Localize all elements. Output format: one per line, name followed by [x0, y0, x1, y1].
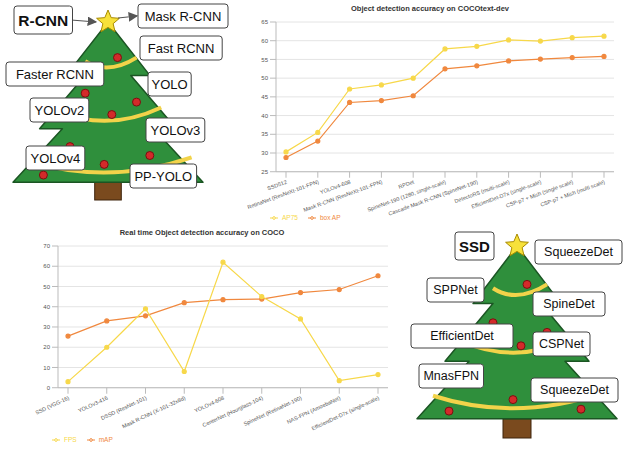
svg-text:CenterNet (Hourglass-104): CenterNet (Hourglass-104) — [201, 395, 264, 428]
svg-text:65: 65 — [261, 19, 268, 25]
svg-text:EfficientDet-D7x (single-scale: EfficientDet-D7x (single-scale) — [311, 395, 381, 432]
svg-text:10: 10 — [43, 365, 50, 371]
svg-text:SpineDet: SpineDet — [543, 297, 595, 311]
svg-text:DetectoRS (multi-scale): DetectoRS (multi-scale) — [453, 178, 511, 205]
svg-text:Faster RCNN: Faster RCNN — [16, 67, 94, 82]
svg-text:PP-YOLO: PP-YOLO — [134, 169, 192, 184]
svg-text:CSP-p7 + Mish (single scale): CSP-p7 + Mish (single scale) — [505, 178, 574, 209]
svg-text:60: 60 — [261, 38, 268, 44]
svg-text:RetinaNet (ResNeXt-101-FPN): RetinaNet (ResNeXt-101-FPN) — [246, 178, 320, 211]
svg-text:0: 0 — [47, 385, 51, 391]
svg-text:YOLOv4: YOLOv4 — [30, 151, 80, 166]
svg-text:SpineNet (RetinaNet-190): SpineNet (RetinaNet-190) — [242, 394, 303, 427]
html-text:Real time Object detection acc: Real time Object detection accuracy on C… — [119, 228, 285, 237]
svg-text:SpineNet-190 (1280, single-sca: SpineNet-190 (1280, single-scale) — [366, 178, 447, 213]
svg-text:YOLOv4-608: YOLOv4-608 — [193, 395, 225, 414]
svg-text:Mask R-CNN: Mask R-CNN — [145, 9, 222, 24]
svg-text:30: 30 — [43, 324, 50, 330]
svg-text:MnasFPN: MnasFPN — [423, 369, 479, 383]
svg-text:RPDet: RPDet — [398, 179, 416, 190]
svg-text:Mask R-CNN (ResNeXt-101-FPN): Mask R-CNN (ResNeXt-101-FPN) — [302, 178, 384, 213]
svg-text:Mask R-CNN (X-101-32x8d): Mask R-CNN (X-101-32x8d) — [121, 395, 186, 430]
svg-text:70: 70 — [43, 243, 50, 249]
svg-text:CSP-p7 + Mish (multi scale): CSP-p7 + Mish (multi scale) — [539, 179, 605, 208]
svg-text:SSD512: SSD512 — [266, 179, 287, 192]
svg-text:55: 55 — [261, 57, 268, 63]
svg-text:EfficientDet: EfficientDet — [430, 329, 494, 343]
html-text:box AP: box AP — [319, 213, 341, 221]
svg-text:NAS-FPN (AmoebaNet): NAS-FPN (AmoebaNet) — [285, 394, 342, 425]
svg-text:SSD (VGG-16): SSD (VGG-16) — [34, 395, 70, 416]
svg-text:SPPNet: SPPNet — [433, 283, 478, 297]
html-text:Object detection accuracy on C: Object detection accuracy on COCOtext-de… — [351, 4, 509, 13]
html-text:mAP: mAP — [98, 435, 113, 443]
svg-text:YOLOv3-416: YOLOv3-416 — [77, 395, 109, 414]
svg-text:35: 35 — [261, 131, 268, 137]
svg-text:30: 30 — [261, 150, 268, 156]
svg-text:40: 40 — [43, 304, 50, 310]
svg-text:DSSD (ResNet-101): DSSD (ResNet-101) — [99, 394, 148, 422]
svg-text:YOLOv4-608: YOLOv4-608 — [319, 178, 352, 196]
svg-text:20: 20 — [43, 344, 50, 350]
svg-text:Cascade Mask R-CNN (SpineNet-1: Cascade Mask R-CNN (SpineNet-190) — [387, 178, 479, 217]
svg-text:45: 45 — [261, 94, 268, 100]
svg-text:EfficientDet-D7x (single-scale: EfficientDet-D7x (single-scale) — [470, 178, 543, 210]
svg-text:Fast RCNN: Fast RCNN — [148, 41, 214, 56]
svg-text:60: 60 — [43, 263, 50, 269]
svg-text:25: 25 — [261, 169, 268, 175]
svg-text:50: 50 — [261, 75, 268, 81]
svg-text:SqueezeDet: SqueezeDet — [544, 245, 613, 259]
html-text:AP75: AP75 — [282, 213, 298, 221]
svg-text:CSPNet: CSPNet — [539, 337, 585, 351]
html-text:FPS: FPS — [64, 435, 77, 443]
svg-text:40: 40 — [261, 113, 268, 119]
svg-text:SqueezeDet: SqueezeDet — [540, 383, 609, 397]
svg-text:SSD: SSD — [459, 238, 490, 255]
svg-text:YOLOv2: YOLOv2 — [34, 103, 84, 118]
svg-text:YOLOv3: YOLOv3 — [150, 123, 200, 138]
svg-text:R-CNN: R-CNN — [18, 12, 68, 29]
svg-text:50: 50 — [43, 284, 50, 290]
svg-text:YOLO: YOLO — [152, 77, 188, 92]
